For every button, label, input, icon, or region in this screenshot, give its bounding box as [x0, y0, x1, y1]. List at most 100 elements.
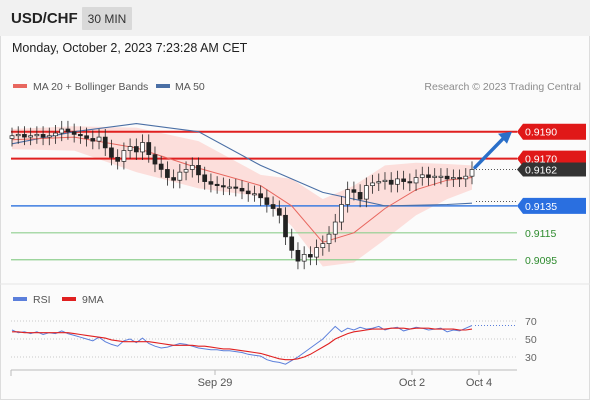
rsi-legend-label: RSI [33, 294, 51, 306]
main-legend: MA 20 + Bollinger Bands MA 50 Research ©… [13, 81, 581, 93]
candle-body [345, 189, 351, 205]
symbol-title: USD/CHF [11, 10, 78, 27]
candle-body [102, 136, 108, 149]
candle-body [370, 182, 375, 186]
candle-body [252, 193, 257, 196]
candle-body [239, 187, 245, 192]
level-tag-0.9135 [517, 197, 586, 214]
ma20-legend-label: MA 20 + Bollinger Bands [33, 81, 148, 93]
candle-body [65, 128, 71, 133]
projection-arrow-head [498, 131, 512, 144]
ma20-line [11, 136, 473, 243]
candle-body [15, 134, 21, 137]
candle-body [146, 142, 152, 155]
candle-body [84, 135, 89, 139]
candle-body [22, 134, 27, 138]
level-label-0.9135: 0.9135 [525, 201, 557, 213]
timeframe-button[interactable]: 30 MIN [82, 7, 132, 30]
candle-body [133, 146, 139, 153]
candle-body [171, 177, 176, 181]
timestamp: Monday, October 2, 2023 7:23:28 AM CET [12, 41, 248, 55]
chart-header: USD/CHF 30 MIN [0, 0, 590, 36]
candle-body [308, 254, 313, 258]
bollinger-band [12, 126, 472, 267]
candle-body [165, 169, 170, 178]
level-tag-0.9190 [517, 123, 586, 140]
candle-body [295, 249, 301, 262]
candle-body [9, 135, 15, 139]
candle-body [189, 165, 195, 170]
candle-body [395, 178, 400, 185]
candle-body [71, 131, 77, 135]
candle-body [208, 181, 214, 185]
ma50-legend-swatch [156, 84, 170, 88]
candle-body [264, 197, 270, 205]
candle-body [59, 128, 65, 134]
candle-body [115, 156, 121, 162]
candle-body [127, 146, 133, 151]
x-tick-label: Oct 4 [466, 377, 492, 389]
candle-body [140, 142, 145, 153]
rsi-ma-legend-swatch [62, 297, 76, 301]
candle-body [457, 177, 462, 180]
candle-body [221, 185, 226, 188]
candle-body [444, 175, 450, 180]
candle-body [363, 185, 369, 200]
candle-body [202, 174, 208, 182]
candle-body [227, 186, 232, 189]
candle-body [314, 247, 319, 258]
level-label-0.9190: 0.9190 [525, 127, 557, 139]
candle-body [40, 134, 46, 138]
candle-body [183, 169, 189, 173]
candle-body [90, 138, 96, 142]
candle-body [426, 174, 431, 178]
candle-body [289, 236, 295, 251]
candle-body [34, 134, 40, 137]
candle-body [283, 214, 288, 238]
rsi-legend-swatch [13, 297, 27, 301]
candle-body [438, 175, 444, 178]
current-price-tag [517, 162, 586, 177]
current-price-label: 0.9162 [525, 164, 557, 176]
level-label-0.9095: 0.9095 [525, 255, 557, 267]
ma50-line [11, 123, 473, 207]
candle-body [214, 183, 220, 186]
candle-body [233, 186, 239, 189]
ma20-legend-swatch [13, 84, 27, 88]
rsi-line [11, 325, 473, 365]
candle-body [413, 177, 419, 184]
rsi-tick-70: 70 [525, 316, 537, 328]
candle-body [376, 181, 382, 184]
candle-body [382, 179, 388, 182]
candle-body [276, 208, 282, 216]
projection-arrow-shaft [473, 135, 506, 170]
candle-body [258, 193, 263, 199]
candle-body [407, 181, 413, 184]
candle-body [301, 254, 307, 262]
candle-body [357, 192, 363, 200]
candle-body [270, 204, 276, 209]
candle-body [419, 174, 425, 178]
candle-body [463, 175, 469, 180]
candle-body [320, 243, 326, 248]
candle-body [469, 169, 475, 177]
candle-body [339, 204, 344, 223]
level-label-0.9115: 0.9115 [525, 228, 556, 240]
candle-body [109, 147, 114, 158]
rsi-legend: RSI 9MA [13, 294, 104, 306]
x-tick-label: Sep 29 [198, 377, 233, 389]
candle-body [451, 177, 456, 180]
rsi-ma-line [12, 327, 473, 361]
rsi-tick-30: 30 [525, 352, 537, 364]
rsi-ma-legend-label: 9MA [82, 294, 104, 306]
candle-body [196, 165, 201, 176]
candle-body [388, 179, 394, 185]
candle-body [121, 150, 127, 162]
candle-body [401, 178, 406, 182]
candle-body [158, 163, 164, 170]
copyright-text: Research © 2023 Trading Central [424, 81, 581, 93]
candle-body [177, 171, 183, 181]
x-tick-label: Oct 2 [399, 377, 425, 389]
